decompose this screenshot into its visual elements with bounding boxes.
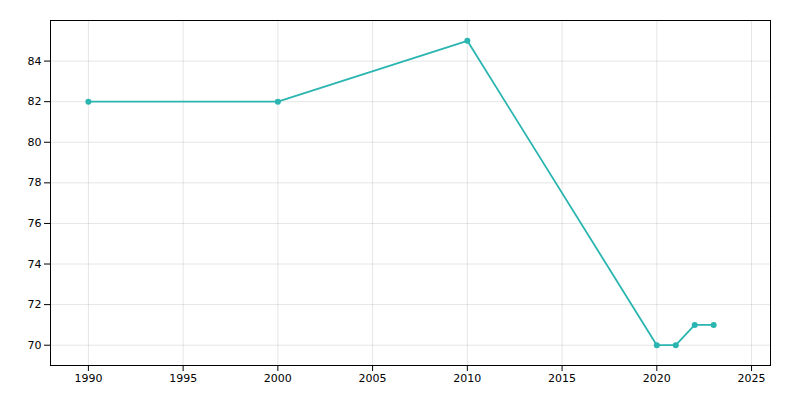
svg-text:70: 70 — [28, 339, 42, 352]
svg-text:2025: 2025 — [738, 372, 766, 385]
svg-text:1995: 1995 — [169, 372, 197, 385]
svg-text:2010: 2010 — [453, 372, 481, 385]
svg-text:2005: 2005 — [359, 372, 387, 385]
svg-text:2000: 2000 — [264, 372, 292, 385]
svg-text:80: 80 — [28, 136, 42, 149]
svg-text:1990: 1990 — [74, 372, 102, 385]
svg-text:76: 76 — [28, 217, 42, 230]
svg-text:2020: 2020 — [643, 372, 671, 385]
svg-text:84: 84 — [28, 55, 42, 68]
svg-text:74: 74 — [28, 258, 42, 271]
svg-text:82: 82 — [28, 95, 42, 108]
svg-text:72: 72 — [28, 298, 42, 311]
svg-text:78: 78 — [28, 176, 42, 189]
svg-text:2015: 2015 — [548, 372, 576, 385]
